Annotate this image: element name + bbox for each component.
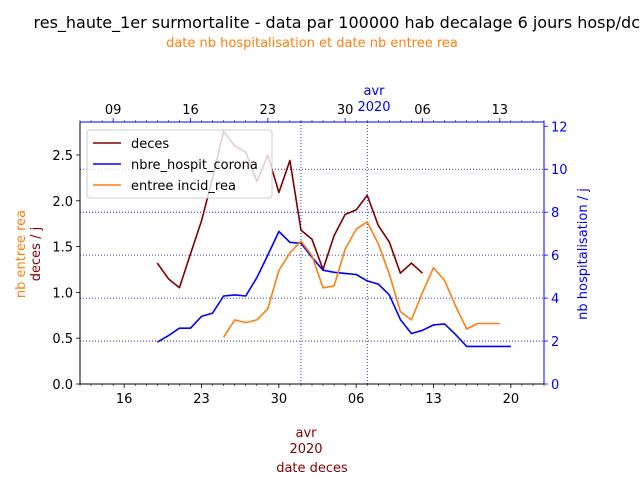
top-tick-label: 09 <box>105 103 122 118</box>
top-tick-label: 06 <box>414 103 431 118</box>
legend-label-hospit: nbre_hospit_corona <box>131 158 258 173</box>
legend-label-rea: entree incid_rea <box>131 179 236 194</box>
right-tick-label: 4 <box>551 292 559 307</box>
legend-box <box>86 129 273 199</box>
top-axis-year-label: 2020 <box>357 100 390 115</box>
right-tick-label: 8 <box>551 206 559 221</box>
right-tick-label: 12 <box>551 120 568 135</box>
left-axis-label-deces: deces / j <box>29 227 44 281</box>
top-tick-label: 13 <box>492 103 509 118</box>
bottom-tick-label: 13 <box>425 392 442 407</box>
series-line-deces <box>156 130 424 289</box>
left-tick-label: 1.5 <box>52 241 73 256</box>
series-line-entree-incid-rea <box>222 221 500 338</box>
bottom-tick-label: 30 <box>271 392 288 407</box>
right-axis-label: nb hospitalisation / j <box>576 188 591 320</box>
bottom-tick-label: 16 <box>116 392 133 407</box>
left-tick-label: 0.0 <box>52 378 73 393</box>
bottom-tick-label: 20 <box>503 392 520 407</box>
series-line-nbre-hospit-corona <box>156 230 511 348</box>
left-axis-label-rea: nb entree rea <box>14 210 29 298</box>
bottom-axis-year-label: 2020 <box>289 442 322 457</box>
chart-title: res_haute_1er surmortalite - data par 10… <box>34 13 640 33</box>
bottom-axis-label: date deces <box>276 461 348 476</box>
right-tick-label: 6 <box>551 249 559 264</box>
legend-label-deces: deces <box>131 137 169 152</box>
top-axis-month-label: avr <box>363 84 385 99</box>
right-tick-label: 0 <box>551 378 559 393</box>
bottom-tick-label: 23 <box>193 392 210 407</box>
bottom-axis-month-label: avr <box>295 426 317 441</box>
right-tick-label: 2 <box>551 335 559 350</box>
left-tick-label: 2.5 <box>52 149 73 164</box>
top-tick-label: 16 <box>182 103 199 118</box>
series-lines <box>156 130 511 348</box>
left-tick-label: 2.0 <box>52 195 73 210</box>
right-tick-label: 10 <box>551 163 568 178</box>
left-tick-label: 1.0 <box>52 286 73 301</box>
legend: deces nbre_hospit_corona entree incid_re… <box>86 129 273 199</box>
chart-subtitle: date nb hospitalisation et date nb entre… <box>166 36 458 51</box>
bottom-tick-label: 06 <box>348 392 365 407</box>
left-tick-label: 0.5 <box>52 332 73 347</box>
top-tick-label: 23 <box>260 103 277 118</box>
top-tick-label: 30 <box>337 103 354 118</box>
